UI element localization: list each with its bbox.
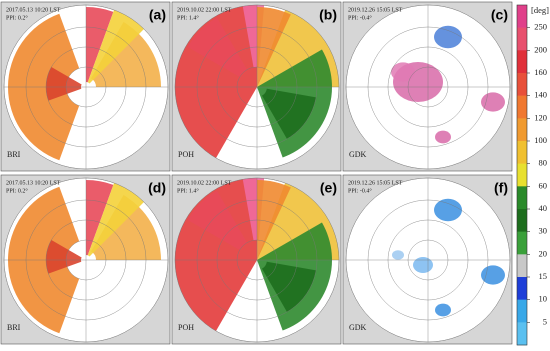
colorbar-segment bbox=[517, 322, 527, 346]
timestamp: 2019.10.02 22:00 LST bbox=[177, 180, 232, 186]
ppi-angle: PPI: -0.4° bbox=[348, 187, 372, 194]
colorbar-label: 160 bbox=[534, 67, 547, 77]
colorbar-segment bbox=[517, 141, 527, 164]
colorbar-segment bbox=[517, 254, 527, 278]
timestamp: 2017.05.13 10:20 LST bbox=[6, 180, 61, 186]
echo bbox=[434, 25, 462, 49]
echo bbox=[46, 67, 82, 101]
ppi-angle: PPI: 0.2° bbox=[6, 14, 28, 21]
colorbar-segment bbox=[517, 163, 527, 187]
echo bbox=[392, 250, 404, 260]
site-name: GDK bbox=[349, 323, 367, 332]
timestamp: 2017.05.13 10:20 LST bbox=[6, 7, 61, 13]
colorbar-label: 80 bbox=[539, 158, 548, 168]
colorbar-segment bbox=[517, 209, 527, 232]
colorbar-label: 200 bbox=[534, 44, 547, 54]
colorbar-segment bbox=[517, 231, 527, 255]
echo bbox=[434, 198, 462, 222]
site-name: BRI bbox=[7, 323, 21, 332]
colorbar-label: 30 bbox=[539, 226, 548, 236]
colorbar-segment bbox=[517, 73, 527, 96]
site-name: POH bbox=[178, 323, 194, 332]
colorbar-label: 40 bbox=[539, 203, 548, 213]
echo bbox=[435, 130, 451, 144]
echo bbox=[91, 195, 161, 260]
echo bbox=[391, 62, 415, 82]
colorbar-label: 10 bbox=[539, 294, 548, 304]
echo bbox=[87, 9, 144, 84]
echo bbox=[257, 7, 291, 87]
panel-label: (d) bbox=[148, 180, 166, 196]
panel-label: (f) bbox=[494, 180, 508, 196]
echo bbox=[87, 182, 144, 257]
ppi-angle: PPI: 1.4° bbox=[177, 14, 199, 21]
echo bbox=[187, 17, 247, 77]
colorbar-label: 100 bbox=[534, 135, 547, 145]
colorbar-segment bbox=[517, 118, 527, 142]
panel-label: (a) bbox=[149, 7, 166, 23]
colorbar-label: 60 bbox=[539, 180, 548, 190]
colorbar-segment bbox=[517, 5, 527, 28]
panel-label: (e) bbox=[320, 180, 337, 196]
echo bbox=[481, 92, 505, 112]
echo bbox=[86, 7, 114, 83]
colorbar-label: 120 bbox=[534, 112, 547, 122]
timestamp: 2019.10.02 22:00 LST bbox=[177, 7, 232, 13]
site-name: GDK bbox=[349, 150, 367, 159]
ppi-angle: PPI: -0.4° bbox=[348, 14, 372, 21]
colorbar-unit: [deg] bbox=[531, 5, 549, 15]
echo bbox=[46, 240, 82, 274]
colorbar-label: 250 bbox=[534, 22, 547, 32]
echo bbox=[481, 265, 505, 285]
timestamp: 2019.12.26 15:05 LST bbox=[348, 180, 403, 186]
echo bbox=[435, 303, 451, 317]
colorbar-segment bbox=[517, 186, 527, 210]
site-name: POH bbox=[178, 150, 194, 159]
site-name: BRI bbox=[7, 150, 21, 159]
colorbar-segment bbox=[517, 299, 527, 323]
echo bbox=[262, 88, 317, 139]
echo bbox=[257, 180, 291, 260]
colorbar-segment bbox=[517, 27, 527, 51]
panel-label: (b) bbox=[319, 7, 337, 23]
colorbar-segment bbox=[517, 277, 527, 300]
colorbar-label: 15 bbox=[539, 271, 548, 281]
ppi-angle: PPI: 0.2° bbox=[6, 187, 28, 194]
colorbar-label: 140 bbox=[534, 90, 547, 100]
ppi-angle: PPI: 1.4° bbox=[177, 187, 199, 194]
panel-label: (c) bbox=[491, 7, 508, 23]
colorbar-label: 20 bbox=[539, 248, 548, 258]
echo bbox=[262, 261, 317, 312]
echo bbox=[86, 180, 114, 256]
colorbar-label: 5 bbox=[543, 316, 547, 326]
colorbar-segment bbox=[517, 95, 527, 119]
echo bbox=[187, 190, 247, 250]
colorbar-frame bbox=[516, 4, 528, 346]
echo bbox=[91, 22, 161, 87]
colorbar-segment bbox=[517, 50, 527, 74]
echo bbox=[413, 257, 433, 273]
timestamp: 2019.12.26 15:05 LST bbox=[348, 7, 403, 13]
